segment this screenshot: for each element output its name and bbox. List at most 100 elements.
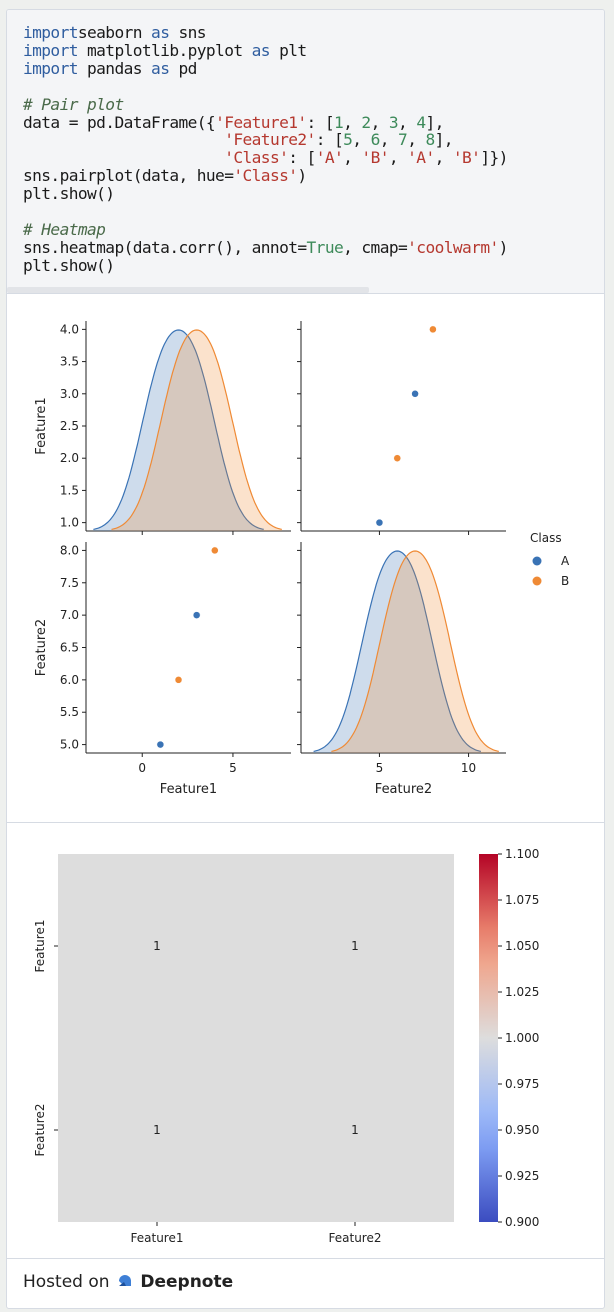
code-token: import (23, 58, 78, 78)
code-token: , (379, 130, 399, 150)
kde-fill-B (111, 330, 282, 531)
code-token: sns.pairplot(data, hue= (23, 166, 234, 186)
code-token: ]}) (480, 148, 508, 168)
code-token: , (343, 112, 362, 132)
code-token: as (151, 23, 170, 42)
code-token: data = pd.DataFrame({ (23, 112, 216, 132)
code-line: importseaborn as sns (23, 24, 604, 42)
heatmap-output: 1 1 1 1 Feature1 Feature2 Feature1 Feature2 0.90… (7, 823, 604, 1259)
colorbar-tick-label: 1.075 (505, 893, 539, 907)
code-line: data = pd.DataFrame({'Feature1': [1, 2, … (23, 112, 604, 132)
code-token: # Heatmap (23, 219, 106, 239)
horizontal-scrollbar[interactable] (7, 287, 369, 293)
x-tick-label: 10 (461, 761, 476, 775)
legend-marker-B (532, 576, 542, 586)
code-token: , (407, 130, 426, 150)
code-token: 'B' (452, 148, 481, 168)
code-token: : [ (315, 130, 344, 150)
code-token: as (151, 58, 170, 78)
heatmap-cell (256, 854, 454, 1038)
code-line: # Heatmap (23, 219, 604, 239)
scatter-point-B (429, 325, 437, 334)
x-tick-label: 0 (138, 761, 146, 775)
legend-marker-A (532, 556, 542, 566)
code-token: as (251, 40, 271, 60)
legend-label: B (561, 574, 569, 588)
y-tick-label: 5.5 (60, 705, 79, 719)
y-tick-label: 4.0 (60, 322, 79, 336)
kde-fill-A (93, 330, 264, 531)
cell-annotation: 1 (153, 1123, 161, 1137)
y-tick-label: Feature1 (33, 920, 47, 973)
cell-annotation: 1 (351, 939, 359, 953)
deepnote-logo-icon[interactable] (117, 1274, 133, 1288)
code-text[interactable]: importseaborn as sns import matplotlib.py… (7, 10, 604, 275)
code-token: , (398, 112, 417, 132)
code-token: ) (498, 237, 509, 257)
y-axis-label: Feature1 (34, 397, 49, 454)
code-token: , (352, 130, 371, 150)
y-axis-label: Feature2 (34, 619, 49, 676)
code-line: plt.show() (23, 255, 604, 275)
cell-annotation: 1 (351, 1123, 359, 1137)
code-token: 6 (370, 130, 381, 150)
scatter-point-B (211, 546, 219, 555)
colorbar-tick-label: 1.100 (505, 847, 539, 861)
code-token: ], (434, 130, 454, 150)
y-tick-label: 7.0 (60, 608, 79, 622)
heatmap-cell (58, 854, 256, 1038)
footer: Hosted on Deepnote (7, 1259, 604, 1308)
scatter-point-A (375, 518, 384, 527)
heatmap-chart: 1 1 1 1 Feature1 Feature2 Feature1 Feature2 0.90… (33, 847, 539, 1245)
code-line (23, 78, 604, 96)
code-token (23, 130, 224, 149)
kde-line-A (313, 550, 482, 752)
deepnote-link[interactable]: Deepnote (140, 1272, 234, 1292)
colorbar-tick-label: 1.025 (505, 985, 539, 999)
code-token: pd (169, 58, 197, 78)
code-token: 'B' (361, 148, 389, 168)
kde-fill-A (313, 551, 481, 753)
code-token: plt (269, 40, 307, 60)
code-token (23, 148, 224, 167)
cell-annotation: 1 (153, 939, 161, 953)
code-line: sns.heatmap(data.corr(), annot=True, cma… (23, 237, 604, 257)
code-token: plt.show() (23, 255, 115, 275)
code-token: 'coolwarm' (407, 237, 499, 257)
code-token: , cmap= (343, 237, 408, 257)
code-token: , (343, 148, 362, 168)
heatmap-cell (256, 1038, 454, 1222)
code-line: import matplotlib.pyplot as plt (23, 40, 604, 60)
code-editor[interactable]: importseaborn as sns import matplotlib.py… (7, 10, 604, 294)
kde-fill-B (331, 551, 499, 753)
code-line: plt.show() (23, 185, 604, 203)
code-line (23, 203, 604, 221)
y-tick-label: 8.0 (60, 543, 79, 557)
code-token: : [ (288, 148, 316, 168)
code-line: sns.pairplot(data, hue='Class') (23, 167, 604, 185)
y-tick-label: 3.0 (60, 387, 79, 401)
x-tick-label: Feature2 (329, 1231, 382, 1245)
code-token: import (23, 40, 78, 60)
y-tick-label: 2.0 (60, 451, 79, 465)
code-token: 8 (425, 130, 435, 150)
code-token: sns (169, 23, 206, 42)
x-tick-label: 5 (376, 761, 384, 775)
colorbar-tick-label: 0.950 (505, 1123, 539, 1137)
legend-label: A (561, 554, 570, 568)
code-token: 3 (388, 112, 399, 132)
colorbar-tick-label: 0.925 (505, 1169, 539, 1183)
code-line: 'Feature2': [5, 6, 7, 8], (23, 131, 604, 149)
code-line: # Pair plot (23, 95, 604, 114)
y-tick-label: 6.5 (60, 641, 79, 655)
x-tick-label: 5 (229, 761, 237, 775)
code-token: seaborn (77, 23, 152, 42)
y-tick-label: 7.5 (60, 576, 79, 590)
code-token: 5 (343, 130, 353, 150)
code-token: True (306, 237, 344, 257)
y-tick-label: 3.5 (60, 355, 79, 369)
code-token: 'Feature1' (215, 112, 307, 132)
scatter-point-A (156, 740, 165, 749)
code-token: 'A' (407, 148, 435, 168)
pairplot-output: 1.0 1.5 2.0 2.5 3.0 3.5 4.0 5.0 5.5 6.0 6.5 7.0 7.5 8… (7, 294, 604, 823)
